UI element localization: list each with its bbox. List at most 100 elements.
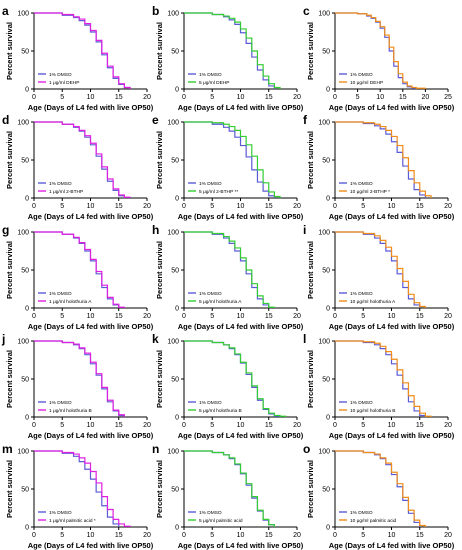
x-tick-label: 15 [265, 313, 273, 320]
x-tick-label: 0 [182, 313, 186, 320]
x-tick-label: 10 [87, 532, 95, 539]
chart-panel-o: o Percent survival Age (Days of L4 fed wit… [303, 442, 455, 550]
panel-letter: i [303, 223, 306, 237]
chart-panel-h: h Percent survival Age (Days of L4 fed wit… [152, 223, 304, 331]
x-tick-label: 10 [388, 203, 396, 210]
treatment-survival-curve [335, 450, 426, 527]
control-survival-curve [335, 121, 426, 198]
x-tick-label: 0 [333, 94, 337, 101]
x-tick-label: 20 [444, 203, 452, 210]
x-tick-label: 15 [416, 422, 424, 429]
treatment-survival-curve [34, 231, 125, 308]
y-tick-label: 100 [318, 230, 330, 237]
y-axis-title: Percent survival [155, 350, 164, 408]
x-tick-label: 5 [210, 422, 214, 429]
y-tick-label: 100 [17, 120, 29, 127]
y-tick-label: 50 [21, 49, 29, 56]
control-survival-curve [184, 12, 275, 89]
x-tick-label: 0 [333, 203, 337, 210]
y-tick-label: 50 [322, 377, 330, 384]
y-tick-label: 50 [171, 487, 179, 494]
y-tick-label: 100 [318, 11, 330, 18]
y-tick-label: 100 [318, 120, 330, 127]
x-tick-label: 10 [237, 203, 245, 210]
chart-panel-g: g Percent survival Age (Days of L4 fed wit… [2, 223, 154, 331]
y-tick-label: 100 [167, 120, 179, 127]
x-axis-title: Age (Days of L4 fed with live OP50) [329, 431, 455, 440]
legend-entry: 1% DMSO [49, 181, 72, 187]
x-axis-title: Age (Days of L4 fed with live OP50) [28, 322, 154, 331]
legend-entry: 10 μg/ml holothuria A [350, 299, 396, 305]
control-survival-curve [335, 231, 421, 308]
x-tick-label: 10 [376, 94, 384, 101]
panel-letter: c [303, 4, 310, 18]
treatment-survival-curve [335, 12, 426, 89]
y-axis-title: Percent survival [306, 22, 315, 80]
x-axis-title: Age (Days of L4 fed with live OP50) [329, 322, 455, 331]
treatment-survival-curve [184, 121, 281, 198]
x-tick-label: 20 [143, 94, 151, 101]
y-axis-title: Percent survival [306, 460, 315, 518]
control-survival-curve [335, 450, 421, 527]
x-tick-label: 0 [32, 532, 36, 539]
y-tick-label: 0 [326, 306, 330, 313]
x-tick-label: 5 [361, 203, 365, 210]
y-axis-title: Percent survival [5, 22, 14, 80]
y-tick-label: 50 [171, 158, 179, 165]
x-tick-label: 15 [115, 203, 123, 210]
x-tick-label: 0 [182, 203, 186, 210]
x-tick-label: 20 [422, 94, 430, 101]
legend-entry: 1% DMSO [350, 400, 373, 406]
treatment-survival-curve [34, 340, 125, 417]
x-tick-label: 0 [32, 203, 36, 210]
treatment-survival-curve [184, 340, 287, 417]
y-tick-label: 0 [25, 306, 29, 313]
panel-letter: m [2, 442, 13, 456]
legend-entry: 1% DMSO [199, 400, 222, 406]
y-tick-label: 50 [322, 268, 330, 275]
y-axis-title: Percent survival [306, 131, 315, 189]
legend-entry: 1% DMSO [199, 181, 222, 187]
legend-entry: 10 μg/ml palmitic acid [350, 518, 397, 524]
panel-letter: l [303, 332, 306, 346]
panel-letter: g [2, 223, 9, 237]
x-tick-label: 5 [60, 313, 64, 320]
y-axis-title: Percent survival [306, 350, 315, 408]
control-survival-curve [34, 231, 120, 308]
y-tick-label: 0 [175, 415, 179, 422]
x-axis-title: Age (Days of L4 fed with live OP50) [178, 322, 304, 331]
x-axis-title: Age (Days of L4 fed with live OP50) [329, 103, 455, 112]
x-tick-label: 5 [361, 532, 365, 539]
x-tick-label: 20 [143, 422, 151, 429]
x-tick-label: 5 [356, 94, 360, 101]
y-tick-label: 100 [167, 449, 179, 456]
y-tick-label: 100 [17, 339, 29, 346]
x-tick-label: 10 [388, 313, 396, 320]
legend-entry: 1% DMSO [49, 400, 72, 406]
control-survival-curve [34, 450, 120, 527]
y-tick-label: 50 [171, 49, 179, 56]
x-tick-label: 25 [444, 94, 452, 101]
x-tick-label: 20 [444, 532, 452, 539]
y-tick-label: 50 [171, 377, 179, 384]
panel-letter: b [152, 4, 159, 18]
x-tick-label: 15 [416, 203, 424, 210]
treatment-survival-curve [184, 450, 275, 527]
control-survival-curve [184, 231, 270, 308]
x-tick-label: 10 [87, 94, 95, 101]
panel-letter: h [152, 223, 159, 237]
legend-entry: 1% DMSO [350, 291, 373, 297]
y-axis-title: Percent survival [155, 131, 164, 189]
legend-entry: 1% DMSO [350, 181, 373, 187]
legend-entry: 5 μg/ml holothuria B [199, 408, 242, 414]
x-tick-label: 20 [293, 313, 301, 320]
treatment-survival-curve [335, 340, 432, 417]
x-tick-label: 5 [361, 313, 365, 320]
x-tick-label: 0 [333, 422, 337, 429]
legend-entry: 1 μg/ml holothuria B [49, 408, 92, 414]
x-tick-label: 0 [32, 313, 36, 320]
y-tick-label: 0 [25, 525, 29, 532]
